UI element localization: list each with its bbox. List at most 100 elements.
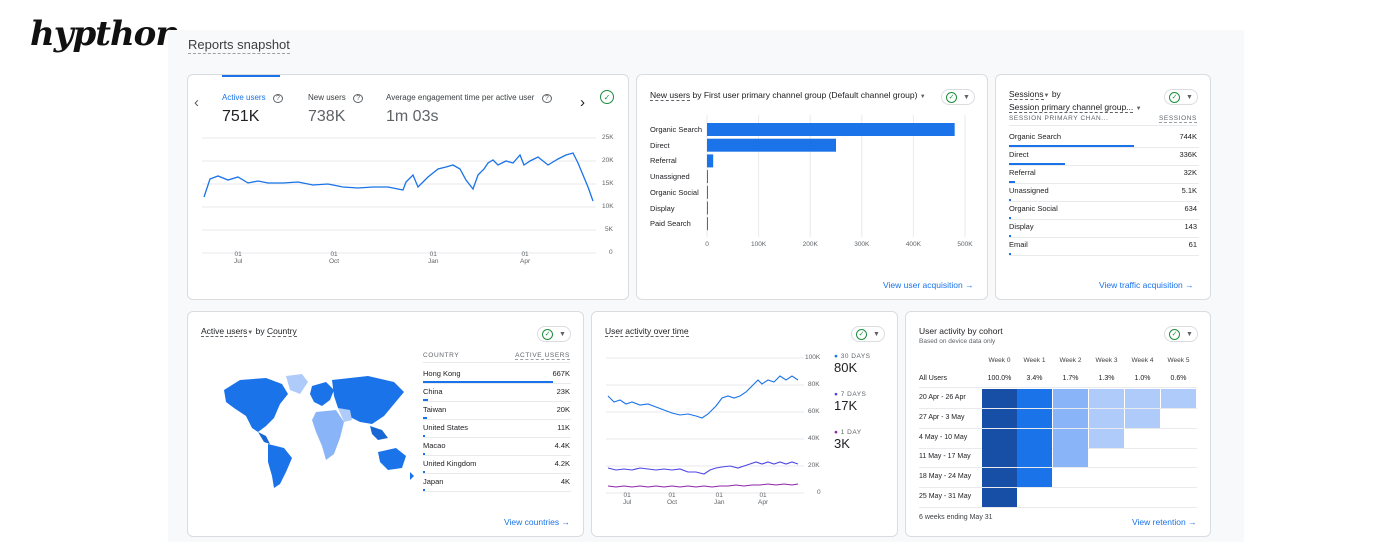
metric-label: Active users [222, 93, 266, 102]
map-middle-east [338, 408, 352, 422]
cohort-row-label: 27 Apr - 3 May [919, 413, 965, 421]
card-title[interactable]: Active users▼ by Country [201, 326, 297, 337]
metric-tab-engagement-time[interactable]: Average engagement time per active user … [386, 87, 552, 126]
check-icon: ✓ [1169, 91, 1180, 103]
legend-dot: ● [834, 391, 839, 398]
all-users-value: 0.6% [1170, 375, 1187, 382]
data-quality-badge[interactable]: ✓ ▼ [537, 326, 571, 342]
active-users-line-chart [202, 137, 596, 254]
cohort-cell[interactable] [1053, 428, 1088, 448]
dropdown-caret-icon[interactable]: ▼ [919, 94, 926, 100]
cohort-cell[interactable] [1161, 389, 1196, 408]
cohort-cell[interactable] [1053, 448, 1088, 468]
cohort-cell[interactable] [1017, 428, 1052, 448]
next-arrow-icon[interactable]: › [580, 94, 585, 111]
map-greenland [286, 374, 308, 394]
table-row-label: Display [1009, 222, 1034, 231]
metric-dropdown[interactable]: New users [650, 90, 691, 101]
row-divider [1009, 201, 1199, 202]
bar[interactable] [707, 201, 708, 215]
dropdown-caret-icon[interactable]: ▼ [247, 330, 254, 336]
view-countries-link[interactable]: View countries → [504, 517, 570, 527]
cohort-cell[interactable] [982, 428, 1017, 448]
week-header: Week 2 [1059, 357, 1082, 364]
column-header-country[interactable]: COUNTRY [423, 352, 460, 359]
table-row-label: Hong Kong [423, 369, 461, 378]
help-circle-icon[interactable]: ? [273, 94, 283, 103]
metric-tab-new-users[interactable]: New users ? 738K [308, 87, 364, 126]
view-retention-link[interactable]: View retention → [1132, 517, 1197, 527]
table-row-label: Organic Search [1009, 132, 1062, 141]
bar[interactable] [707, 185, 708, 199]
help-circle-icon[interactable]: ? [353, 94, 364, 103]
data-quality-check-icon[interactable]: ✓ [600, 90, 614, 104]
x-tick-day: 01 [521, 251, 529, 258]
cohort-cell[interactable] [982, 488, 1017, 507]
series-1-day [607, 483, 799, 488]
data-quality-badge[interactable]: ✓ ▼ [1164, 89, 1198, 105]
y-tick: 25K [602, 134, 614, 141]
dimension-dropdown[interactable]: Country [266, 326, 297, 337]
cohort-cell[interactable] [982, 468, 1017, 488]
dropdown-caret-icon[interactable]: ▼ [1043, 93, 1050, 99]
bar[interactable] [707, 138, 836, 152]
share-bar [1009, 253, 1011, 255]
cohort-cell[interactable] [1017, 468, 1052, 488]
cohort-cell[interactable] [1053, 408, 1088, 428]
bar[interactable] [707, 217, 708, 231]
share-bar [1009, 163, 1066, 165]
all-users-value: 1.0% [1134, 375, 1151, 382]
help-circle-icon[interactable]: ? [541, 94, 552, 103]
row-divider [423, 383, 571, 384]
view-user-acquisition-link[interactable]: View user acquisition → [883, 280, 974, 290]
card-title[interactable]: Sessions▼ by Session primary channel gro… [1009, 89, 1142, 115]
legend-30-days: ● 30 DAYS 80K [834, 353, 871, 375]
y-tick: 5K [605, 226, 613, 233]
share-bar [1009, 217, 1011, 219]
bar[interactable] [707, 123, 955, 136]
metric-dropdown[interactable]: Active users [201, 326, 248, 337]
row-divider [919, 427, 1197, 429]
x-tick: 01 Oct [667, 492, 677, 506]
user-activity-card: User activity over time ✓ ▼ 100K 80K 60K … [591, 311, 898, 537]
chart-gridlines [202, 137, 596, 254]
view-traffic-acquisition-link[interactable]: View traffic acquisition → [1099, 280, 1194, 290]
share-bar [423, 399, 428, 401]
x-tick-month: Jan [428, 258, 439, 265]
x-tick: 01 Oct [329, 251, 339, 265]
map-australia [378, 448, 406, 470]
cohort-cell[interactable] [1125, 389, 1160, 408]
metric-dropdown[interactable]: Sessions [1009, 89, 1044, 100]
table-row-value: 667K [552, 369, 570, 378]
cohort-cell[interactable] [1089, 408, 1124, 428]
data-quality-badge[interactable]: ✓ ▼ [851, 326, 885, 342]
data-quality-badge[interactable]: ✓ ▼ [1164, 326, 1198, 342]
cohort-cell[interactable] [1017, 448, 1052, 468]
bar[interactable] [707, 170, 708, 184]
chevron-down-icon: ▼ [873, 330, 880, 338]
x-tick: 400K [905, 241, 921, 248]
column-header-active-users[interactable]: ACTIVE USERS [515, 352, 570, 360]
cohort-cell[interactable] [982, 408, 1017, 428]
cohort-cell[interactable] [1089, 389, 1124, 408]
dropdown-caret-icon[interactable]: ▼ [1135, 106, 1142, 112]
prev-arrow-icon[interactable]: ‹ [194, 94, 199, 111]
row-divider [919, 467, 1197, 469]
metric-tab-active-users[interactable]: Active users ? 751K [222, 87, 283, 126]
cohort-cell[interactable] [982, 448, 1017, 468]
data-quality-badge[interactable]: ✓ ▼ [941, 89, 975, 105]
bar-category-label: Organic Social [650, 187, 699, 197]
column-header-channel[interactable]: SESSION PRIMARY CHAN... [1009, 115, 1109, 122]
x-tick: 01 Apr [758, 492, 768, 506]
dimension-dropdown[interactable]: Session primary channel group... [1009, 102, 1134, 113]
column-header-sessions[interactable]: SESSIONS [1158, 115, 1197, 123]
card-title[interactable]: New users by First user primary channel … [650, 90, 926, 101]
bar[interactable] [707, 154, 714, 168]
cohort-cell[interactable] [1017, 389, 1052, 408]
chevron-down-icon: ▼ [963, 93, 970, 101]
cohort-cell[interactable] [1089, 428, 1124, 448]
cohort-cell[interactable] [1053, 389, 1088, 408]
cohort-cell[interactable] [1125, 408, 1160, 428]
cohort-cell[interactable] [982, 389, 1017, 408]
cohort-cell[interactable] [1017, 408, 1052, 428]
